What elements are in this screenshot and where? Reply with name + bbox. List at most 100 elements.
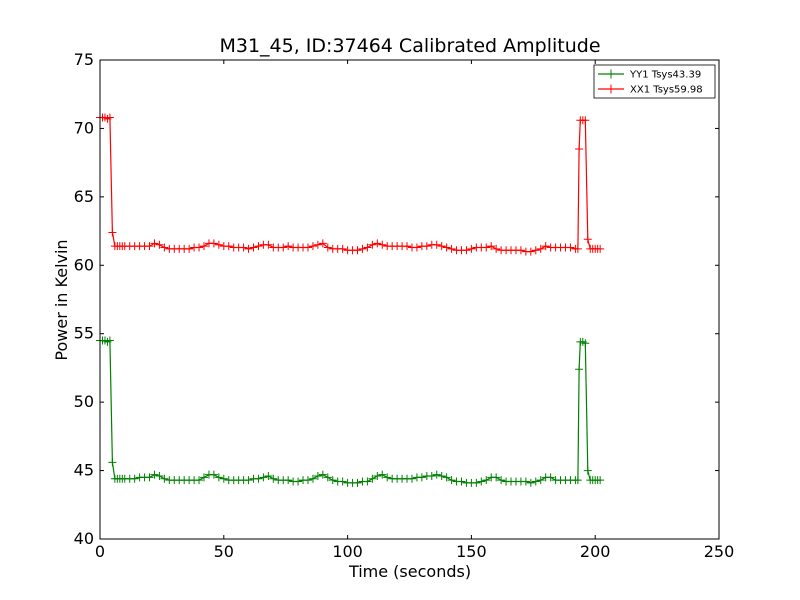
data-point-xx1 (338, 244, 347, 253)
data-point-xx1 (487, 242, 496, 251)
x-tick-label: 100 (332, 542, 363, 561)
data-point-xx1 (185, 244, 194, 253)
y-tick-label: 55 (74, 324, 94, 343)
data-point-xx1 (526, 247, 535, 256)
data-point-yy1 (477, 477, 486, 486)
data-point-xx1 (353, 246, 362, 255)
data-point-xx1 (244, 244, 253, 253)
data-point-yy1 (269, 474, 278, 483)
x-tick-label: 200 (580, 542, 611, 561)
data-point-yy1 (313, 472, 322, 481)
plot-area (96, 113, 605, 487)
data-point-yy1 (195, 476, 204, 485)
data-point-xx1 (516, 246, 525, 255)
data-point-yy1 (308, 474, 317, 483)
data-point-yy1 (442, 473, 451, 482)
data-point-xx1 (573, 244, 582, 253)
data-point-yy1 (108, 458, 117, 467)
series-xx1 (96, 113, 605, 256)
data-point-xx1 (214, 240, 223, 249)
data-point-xx1 (596, 244, 605, 253)
data-point-xx1 (160, 243, 169, 252)
data-point-yy1 (363, 477, 372, 486)
data-point-xx1 (575, 144, 584, 153)
data-point-yy1 (575, 365, 584, 374)
plot-frame (99, 59, 720, 540)
data-point-yy1 (447, 476, 456, 485)
data-point-yy1 (338, 477, 347, 486)
data-point-xx1 (447, 244, 456, 253)
data-point-yy1 (284, 476, 293, 485)
series-yy1 (96, 336, 605, 487)
data-point-yy1 (472, 478, 481, 487)
data-point-xx1 (105, 113, 114, 122)
data-point-xx1 (318, 239, 327, 248)
data-point-xx1 (541, 242, 550, 251)
data-point-yy1 (209, 470, 218, 479)
data-point-xx1 (492, 244, 501, 253)
y-tick-label: 40 (74, 529, 94, 548)
data-point-xx1 (422, 242, 431, 251)
chart-title: M31_45, ID:37464 Calibrated Amplitude (219, 35, 600, 57)
data-point-yy1 (254, 474, 263, 483)
data-point-yy1 (573, 476, 582, 485)
data-point-yy1 (368, 474, 377, 483)
series-line-yy1 (100, 339, 601, 484)
data-point-xx1 (195, 243, 204, 252)
data-point-xx1 (358, 244, 367, 253)
data-point-yy1 (373, 472, 382, 481)
data-point-xx1 (264, 240, 273, 249)
data-point-yy1 (214, 473, 223, 482)
data-point-yy1 (482, 476, 491, 485)
data-point-yy1 (492, 473, 501, 482)
data-point-xx1 (437, 242, 446, 251)
data-point-xx1 (284, 242, 293, 251)
data-point-yy1 (432, 470, 441, 479)
data-point-yy1 (219, 474, 228, 483)
data-point-xx1 (254, 242, 263, 251)
data-point-xx1 (482, 243, 491, 252)
legend-label-xx1: XX1 Tsys59.98 (630, 85, 703, 96)
data-point-yy1 (244, 476, 253, 485)
x-tick-label: 50 (214, 542, 234, 561)
data-point-xx1 (467, 244, 476, 253)
y-tick-label: 50 (74, 392, 94, 411)
data-point-yy1 (105, 336, 114, 345)
legend: YY1 Tsys43.39 XX1 Tsys59.98 (593, 64, 716, 99)
data-point-yy1 (328, 476, 337, 485)
data-point-xx1 (239, 243, 248, 252)
data-point-yy1 (160, 474, 169, 483)
data-point-yy1 (383, 473, 392, 482)
data-point-xx1 (432, 240, 441, 249)
data-point-yy1 (531, 477, 540, 486)
data-point-yy1 (583, 466, 592, 475)
y-tick-label: 45 (74, 461, 94, 480)
data-point-yy1 (427, 472, 436, 481)
legend-box (593, 64, 716, 99)
data-point-yy1 (155, 472, 164, 481)
data-point-xx1 (581, 116, 590, 125)
data-point-yy1 (259, 473, 268, 482)
data-point-yy1 (526, 478, 535, 487)
data-point-xx1 (323, 243, 332, 252)
data-point-yy1 (130, 474, 139, 483)
data-point-yy1 (497, 476, 506, 485)
data-point-yy1 (437, 472, 446, 481)
data-point-xx1 (145, 242, 154, 251)
data-point-xx1 (403, 242, 412, 251)
data-point-xx1 (108, 228, 117, 237)
data-point-xx1 (566, 243, 575, 252)
data-point-xx1 (583, 235, 592, 244)
data-point-xx1 (313, 240, 322, 249)
data-point-yy1 (407, 474, 416, 483)
data-point-yy1 (353, 478, 362, 487)
x-axis-label: Time (seconds) (348, 562, 471, 581)
data-point-yy1 (145, 473, 154, 482)
y-tick-label: 65 (74, 187, 94, 206)
data-point-xx1 (199, 242, 208, 251)
data-point-xx1 (303, 243, 312, 252)
data-point-xx1 (462, 246, 471, 255)
data-point-yy1 (581, 339, 590, 348)
data-point-xx1 (531, 246, 540, 255)
